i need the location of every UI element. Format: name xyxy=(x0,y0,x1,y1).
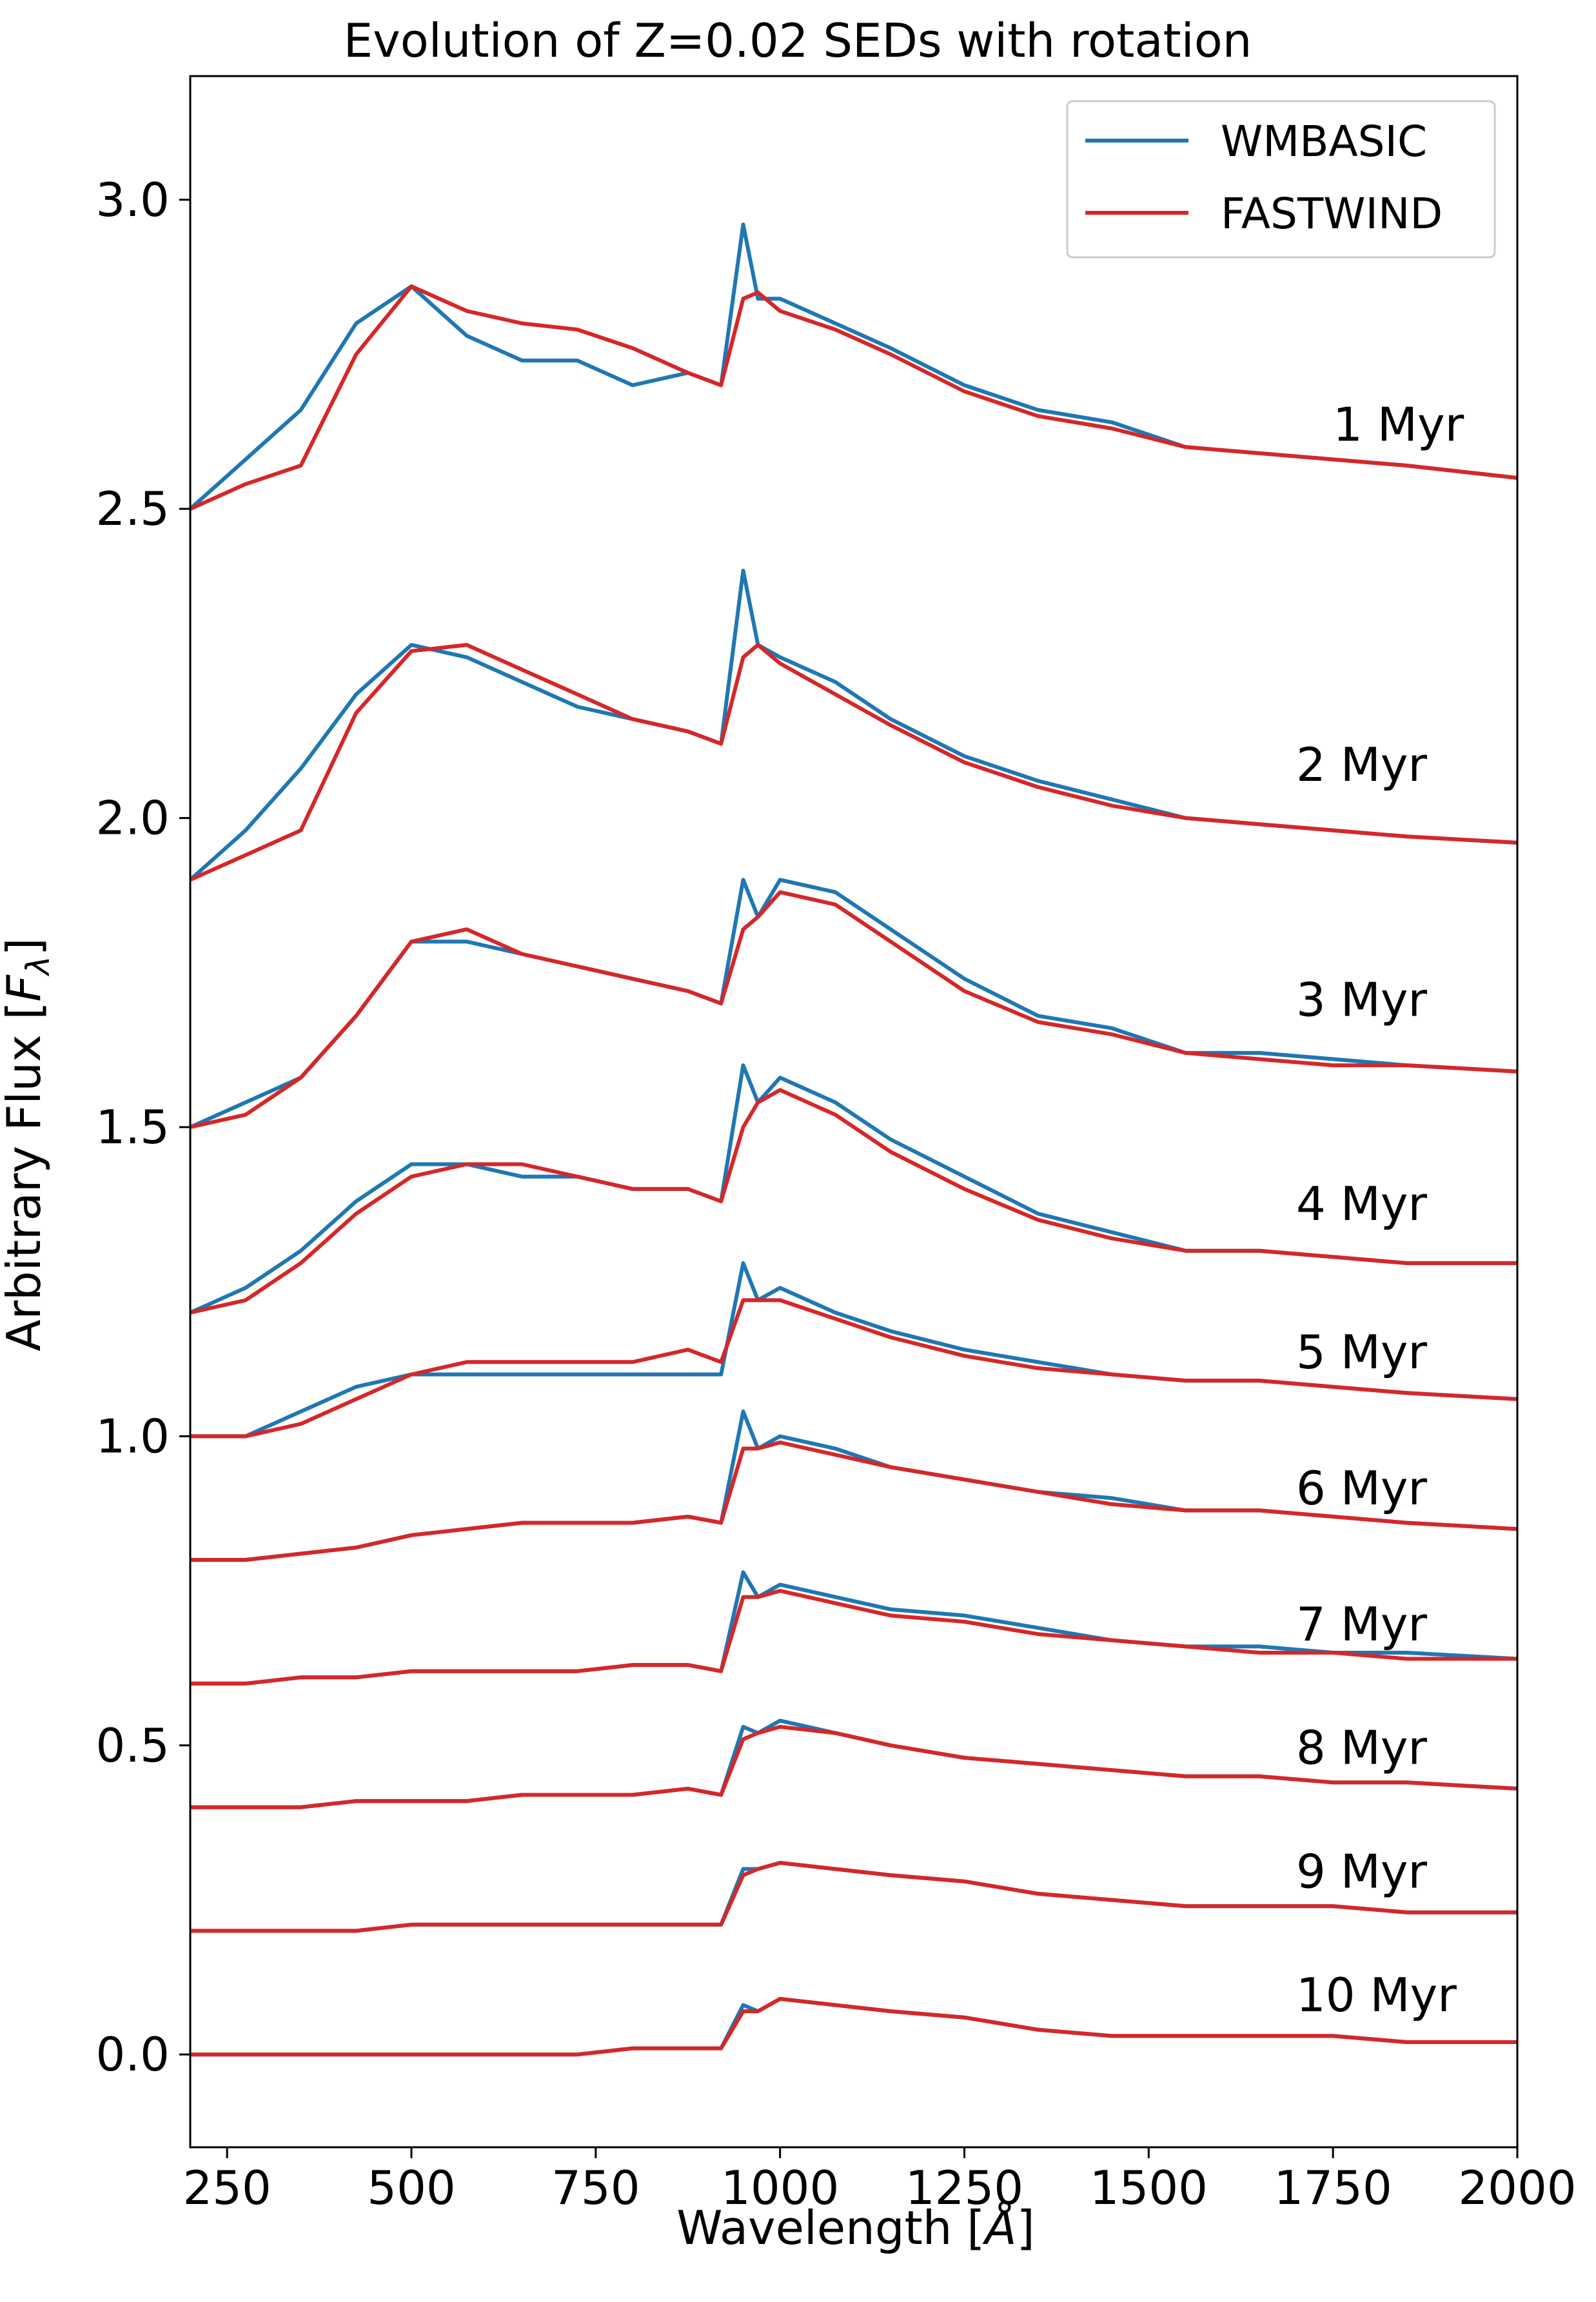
plot-area xyxy=(190,76,1517,2147)
x-axis-label: Wavelength [Å] xyxy=(676,2201,1034,2255)
y-tick-label: 0.5 xyxy=(95,1718,170,1773)
x-tick-label: 1250 xyxy=(905,2161,1023,2215)
legend-label-fastwind: FASTWIND xyxy=(1221,189,1443,239)
y-axis-label: Arbitrary Flux [Fλ] xyxy=(0,938,57,1351)
age-label: 10 Myr xyxy=(1296,1968,1457,2022)
age-label: 8 Myr xyxy=(1296,1721,1427,1775)
x-axis-label-main: Wavelength [ xyxy=(676,2201,985,2255)
series-line-fastwind-10-myr xyxy=(190,1996,1517,2057)
x-axis-label-end: ] xyxy=(1017,2201,1035,2255)
y-tick-label: 3.0 xyxy=(95,173,170,227)
series-line-fastwind-6-myr xyxy=(190,1441,1517,1562)
age-label: 5 Myr xyxy=(1296,1325,1427,1379)
y-axis-label-main: Arbitrary Flux [ xyxy=(0,1001,51,1351)
x-tick-label: 750 xyxy=(551,2161,640,2215)
series-line-fastwind-1-myr xyxy=(190,284,1517,511)
series-line-fastwind-9-myr xyxy=(190,1860,1517,1933)
x-tick-label: 250 xyxy=(182,2161,271,2215)
x-axis-label-unit: Å xyxy=(982,2201,1016,2255)
y-tick-label: 2.0 xyxy=(95,791,170,845)
series-line-fastwind-7-myr xyxy=(190,1589,1517,1686)
x-tick-label: 1750 xyxy=(1274,2161,1392,2215)
y-tick-label: 1.5 xyxy=(95,1100,170,1154)
chart-title: Evolution of Z=0.02 SEDs with rotation xyxy=(344,14,1252,68)
series-line-fastwind-5-myr xyxy=(190,1298,1517,1439)
x-tick-label: 1500 xyxy=(1090,2161,1208,2215)
legend: WMBASIC FASTWIND xyxy=(1066,100,1496,259)
y-tick-label: 0.0 xyxy=(95,2027,170,2081)
x-tick-label: 1000 xyxy=(721,2161,839,2215)
age-label: 2 Myr xyxy=(1296,738,1427,792)
age-label: 9 Myr xyxy=(1296,1844,1427,1898)
series-line-fastwind-3-myr xyxy=(190,890,1517,1129)
series-line-fastwind-4-myr xyxy=(190,1088,1517,1315)
age-label: 1 Myr xyxy=(1333,398,1464,452)
x-tick-label: 2000 xyxy=(1458,2161,1576,2215)
legend-label-wmbasic: WMBASIC xyxy=(1221,117,1427,166)
age-label: 3 Myr xyxy=(1296,972,1427,1027)
age-label: 6 Myr xyxy=(1296,1461,1427,1515)
age-label: 4 Myr xyxy=(1296,1177,1427,1231)
plot-frame xyxy=(189,75,1519,2149)
x-tick-label: 500 xyxy=(367,2161,455,2215)
y-tick-label: 2.5 xyxy=(95,482,170,536)
series-line-fastwind-8-myr xyxy=(190,1725,1517,1809)
series-line-fastwind-2-myr xyxy=(190,643,1517,882)
y-axis-label-symbol: F xyxy=(0,974,51,1001)
age-label: 7 Myr xyxy=(1296,1597,1427,1651)
y-axis-label-end: ] xyxy=(0,938,51,956)
y-tick-label: 1.0 xyxy=(95,1409,170,1463)
y-axis-label-subscript: λ xyxy=(19,956,57,977)
